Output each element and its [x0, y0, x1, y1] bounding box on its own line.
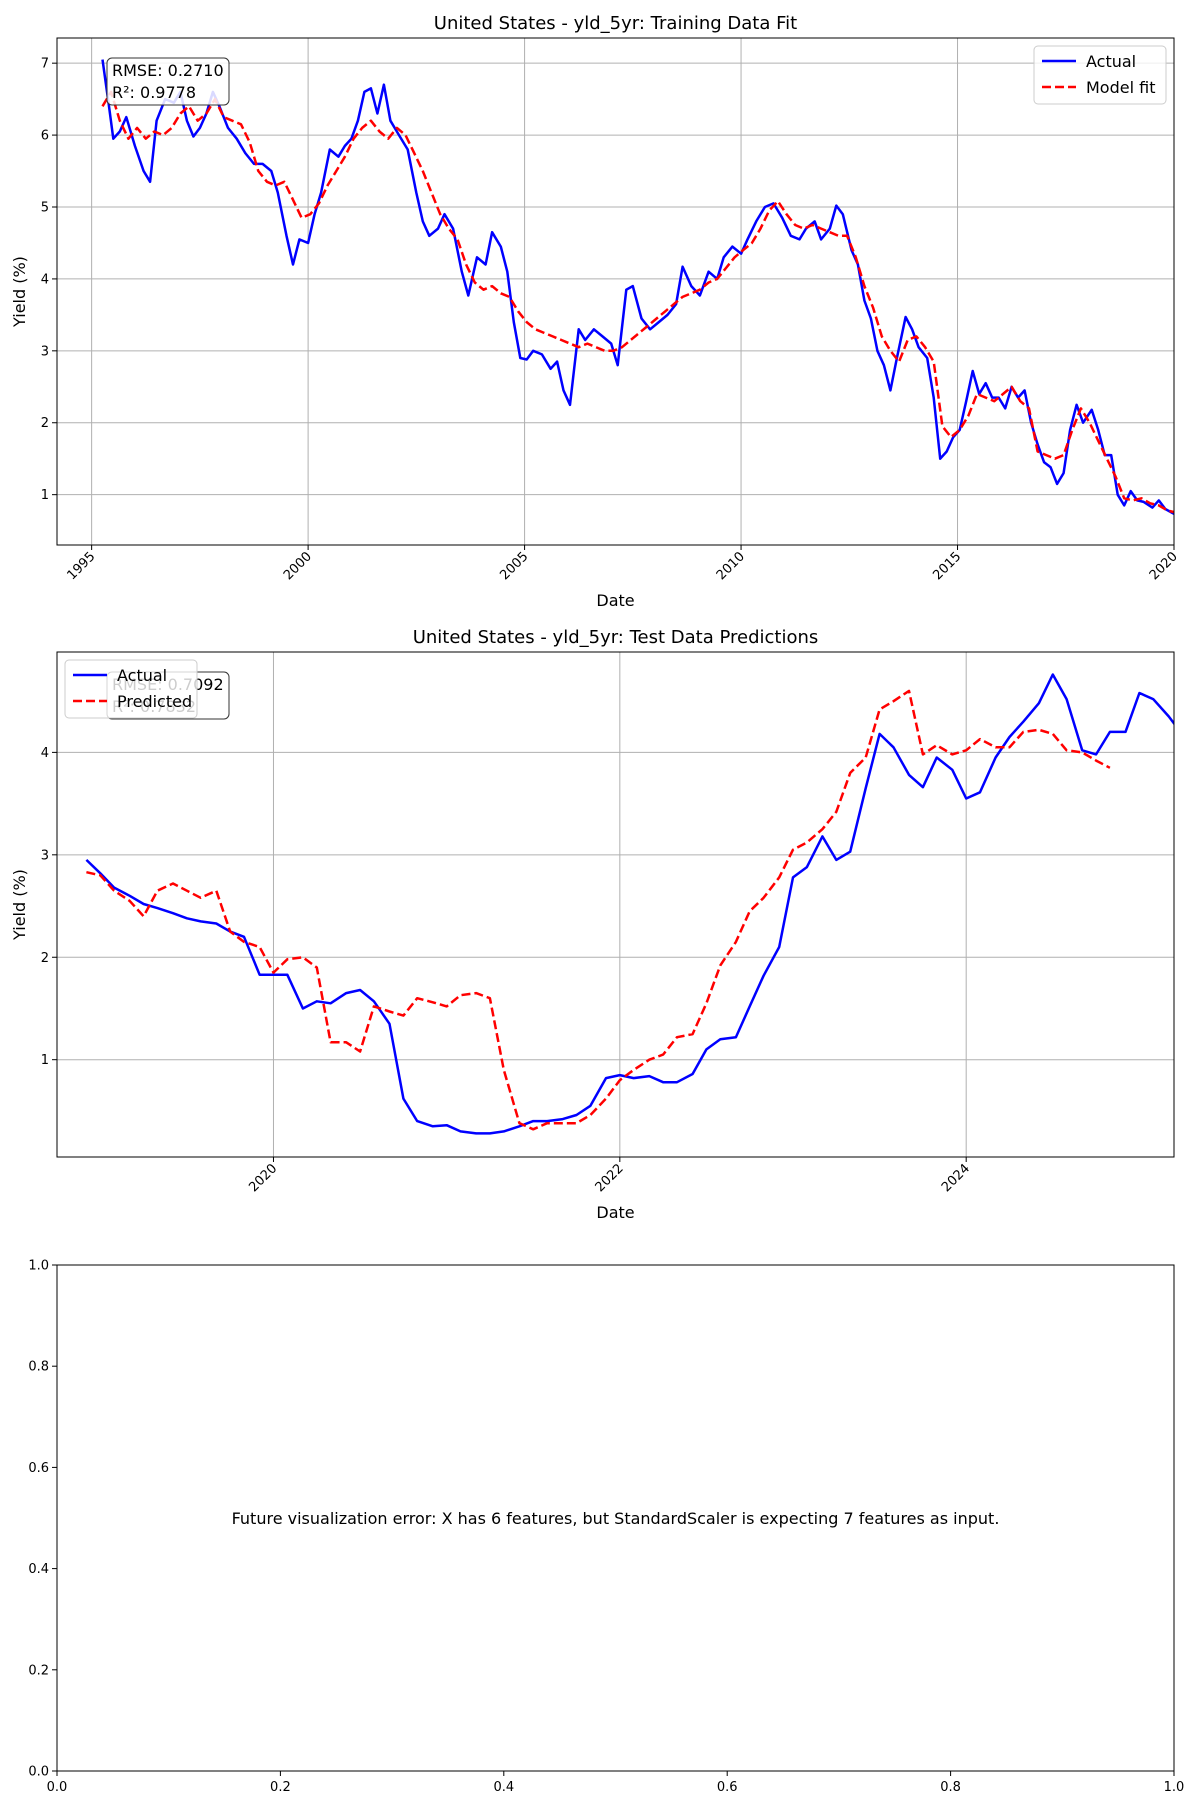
y-tick-label: 4: [41, 746, 49, 761]
y-tick-label: 2: [41, 951, 49, 966]
stats-box-frame: [106, 57, 230, 106]
x-tick-label: 0.0: [47, 1780, 68, 1795]
chart-title: United States - yld_5yr: Training Data F…: [434, 13, 797, 34]
y-tick-label: 0.2: [28, 1663, 49, 1678]
r2-label: R²: 0.9778: [112, 83, 196, 102]
error-message: Future visualization error: X has 6 feat…: [232, 1509, 1000, 1528]
y-tick-label: 6: [41, 129, 49, 144]
legend-label-predicted: Predicted: [117, 692, 192, 711]
series-line-predicted: [86, 689, 1111, 1131]
y-tick-label: 1.0: [28, 1259, 49, 1274]
y-tick-label: 2: [41, 416, 49, 431]
y-tick-label: 4: [41, 272, 49, 287]
plot-frame: [56, 1264, 1175, 1772]
legend: Actual Predicted: [64, 659, 198, 719]
y-tick-label: 7: [41, 57, 49, 72]
future-visualization-panel: 0.0 0.2 0.4 0.6 0.8 1.0 0.0 0.2 0.4 0.6 0.8 1.0 Futu…: [28, 1259, 1184, 1796]
y-tick-label: 0.8: [28, 1360, 49, 1375]
y-tick-label: 1: [41, 1053, 49, 1068]
y-tick-label: 0.0: [28, 1765, 49, 1780]
x-tick-label: 0.6: [717, 1780, 738, 1795]
y-tick-label: 0.6: [28, 1461, 49, 1476]
y-axis-title: Yield (%): [10, 256, 29, 328]
x-tick-label: 0.4: [493, 1780, 514, 1795]
plot-frame: [56, 37, 1175, 546]
legend-label-actual: Actual: [1086, 52, 1136, 71]
y-tick-label: 3: [41, 848, 49, 863]
chart-title: United States - yld_5yr: Test Data Predi…: [413, 627, 819, 648]
series-line-actual: [101, 59, 1174, 516]
y-axis-title: Yield (%): [10, 869, 29, 941]
x-axis-title: Date: [596, 591, 634, 610]
training-fit-chart: 1995 2000 2005 2010 2015 20201234567DateYield…: [10, 13, 1181, 610]
legend-label-model-fit: Model fit: [1086, 78, 1155, 97]
y-tick-label: 5: [41, 201, 49, 216]
series-line-actual: [85, 673, 1174, 1135]
x-tick-label: 0.8: [940, 1780, 961, 1795]
x-axis-title: Date: [596, 1203, 634, 1222]
plot-frame: [56, 651, 1175, 1158]
x-tick-label: 1.0: [1164, 1780, 1185, 1795]
legend-label-actual: Actual: [117, 666, 167, 685]
stats-box: RMSE: 0.2710 R²: 0.9778: [106, 57, 230, 106]
rmse-label: RMSE: 0.2710: [112, 61, 224, 80]
y-tick-label: 3: [41, 344, 49, 359]
legend: Actual Model fit: [1033, 45, 1167, 105]
x-tick-label: 0.2: [270, 1780, 291, 1795]
y-tick-label: 0.4: [28, 1562, 49, 1577]
y-tick-label: 1: [41, 488, 49, 503]
series-line-model-fit: [101, 90, 1174, 514]
